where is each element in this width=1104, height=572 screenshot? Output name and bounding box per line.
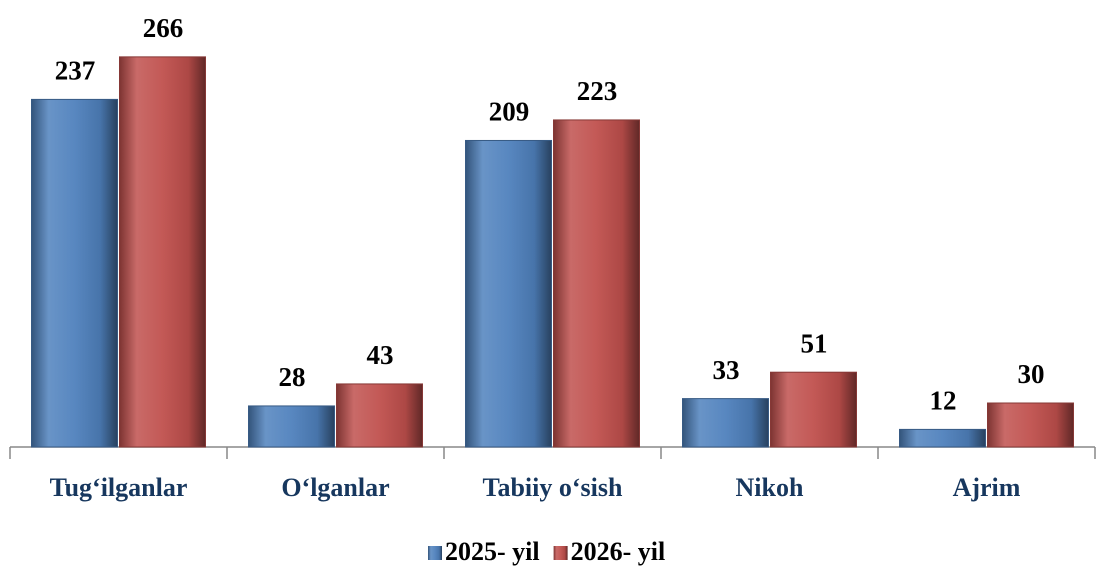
value-label: 12 — [930, 386, 957, 416]
bar — [987, 402, 1074, 448]
value-label: 33 — [713, 355, 740, 385]
legend-label: 2025- yil — [445, 537, 540, 566]
x-tick-label: Nikoh — [736, 473, 804, 502]
x-tick-label: O‘lganlar — [281, 473, 389, 502]
legend-label: 2026- yil — [571, 537, 666, 566]
value-label: 237 — [55, 56, 96, 86]
bar — [682, 398, 769, 448]
x-tick-label: Tug‘ilganlar — [50, 473, 188, 502]
legend-swatch — [428, 546, 442, 560]
value-label: 209 — [489, 97, 530, 127]
bar — [31, 98, 118, 448]
x-tick-label: Ajrim — [953, 473, 1021, 502]
bar — [119, 56, 206, 448]
bar — [770, 371, 857, 448]
bar — [336, 383, 423, 448]
value-label: 266 — [143, 13, 184, 43]
value-label: 43 — [367, 340, 394, 370]
bar — [248, 405, 335, 448]
legend-swatch — [553, 546, 568, 560]
x-tick-label: Tabiiy o‘sish — [483, 473, 623, 502]
bar — [899, 428, 986, 448]
bar — [465, 139, 552, 448]
value-label: 28 — [279, 362, 306, 392]
bar — [553, 119, 640, 448]
value-label: 223 — [577, 76, 618, 106]
value-label: 30 — [1018, 359, 1045, 389]
value-label: 51 — [801, 328, 828, 358]
